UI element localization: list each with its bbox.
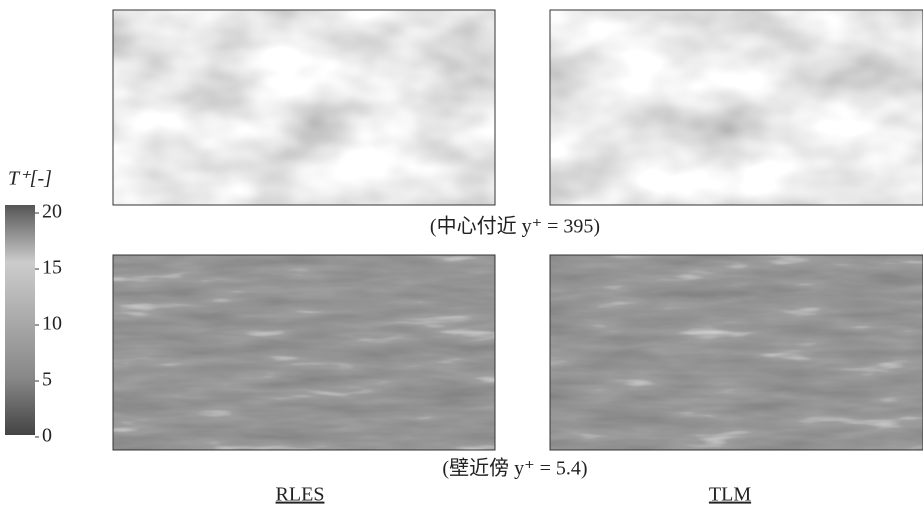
row-caption: (中心付近 y⁺ = 395): [430, 215, 600, 238]
colorbar-tick-label: 0: [42, 425, 52, 447]
field-panel: [113, 255, 495, 450]
field-panel: [113, 10, 495, 205]
colorbar-label: T⁺[-]: [8, 168, 52, 190]
field-panel: [550, 255, 923, 450]
column-label: TLM: [709, 484, 751, 505]
column-label: RLES: [276, 484, 325, 505]
colorbar-tick-label: 20: [42, 201, 62, 223]
colorbar-tick-label: 15: [42, 257, 62, 279]
figure: T⁺[-] (中心付近 y⁺ = 395) (壁近傍 y⁺ = 5.4) RLE…: [0, 0, 923, 505]
colorbar-tick-label: 10: [42, 313, 62, 335]
colorbar-tick-label: 5: [42, 369, 52, 391]
colorbar: [5, 205, 35, 435]
row-caption: (壁近傍 y⁺ = 5.4): [442, 457, 587, 480]
field-panel: [550, 10, 923, 205]
